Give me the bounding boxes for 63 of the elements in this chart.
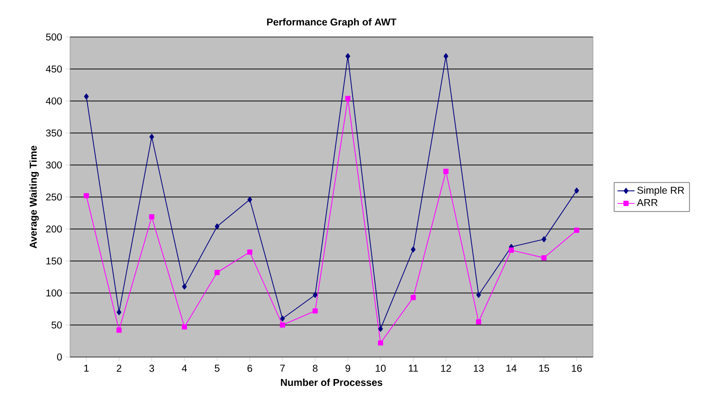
x-tick-label: 9 (346, 364, 350, 372)
x-tick-label: 16 (572, 364, 582, 372)
y-tick-label: 50 (52, 321, 62, 329)
point (476, 319, 482, 324)
x-tick-label: 10 (376, 364, 386, 372)
y-axis-title: Average Waiting Time (29, 146, 39, 248)
point (116, 309, 122, 316)
x-tick-label: 12 (441, 364, 451, 372)
point (280, 316, 285, 322)
point (182, 284, 187, 290)
y-tick-label: 300 (46, 161, 62, 169)
x-tick-label: 7 (280, 364, 285, 372)
point (378, 340, 384, 346)
point (410, 294, 416, 300)
y-tick-label: 450 (46, 65, 62, 73)
x-tick-label: 8 (312, 364, 318, 372)
point (346, 53, 350, 60)
x-axis-title: Number of Processes (280, 378, 382, 386)
y-tick-label: 400 (46, 97, 62, 105)
legend-label: ARR (636, 199, 658, 206)
legend-label: Simple RR (637, 186, 684, 196)
x-tick-label: 5 (214, 364, 220, 372)
point (214, 270, 220, 276)
point (149, 134, 154, 140)
y-tick-label: 250 (46, 193, 62, 201)
point (508, 248, 514, 253)
point (444, 53, 448, 60)
point (247, 196, 252, 203)
point (116, 328, 122, 333)
point (312, 292, 318, 298)
y-tick-label: 0 (57, 353, 62, 361)
point (378, 326, 383, 332)
x-tick-label: 3 (149, 364, 154, 372)
point (541, 255, 547, 260)
x-tick-label: 14 (506, 364, 517, 372)
y-tick-label: 350 (46, 129, 62, 137)
point (345, 96, 350, 102)
point (443, 168, 449, 174)
point (312, 308, 318, 314)
point (149, 214, 154, 220)
x-tick-label: 11 (408, 364, 418, 372)
y-tick-label: 100 (46, 289, 62, 297)
point (410, 246, 416, 252)
point (84, 193, 89, 198)
point (84, 94, 89, 100)
point (214, 223, 220, 230)
x-tick-label: 15 (539, 364, 550, 372)
x-tick-label: 1 (84, 364, 89, 372)
y-tick-label: 150 (46, 257, 62, 265)
point (574, 188, 580, 194)
x-tick-label: 13 (474, 364, 484, 372)
point (182, 324, 188, 330)
point (247, 249, 252, 255)
point (574, 228, 580, 233)
point (280, 322, 286, 328)
chart-title: Performance Graph of AWT (267, 18, 396, 28)
y-tick-label: 500 (46, 33, 62, 41)
x-tick-label: 4 (182, 364, 187, 372)
y-tick-label: 200 (46, 225, 62, 233)
x-tick-label: 6 (248, 364, 252, 372)
x-tick-label: 2 (116, 364, 122, 372)
point (542, 236, 546, 242)
point (476, 292, 481, 298)
